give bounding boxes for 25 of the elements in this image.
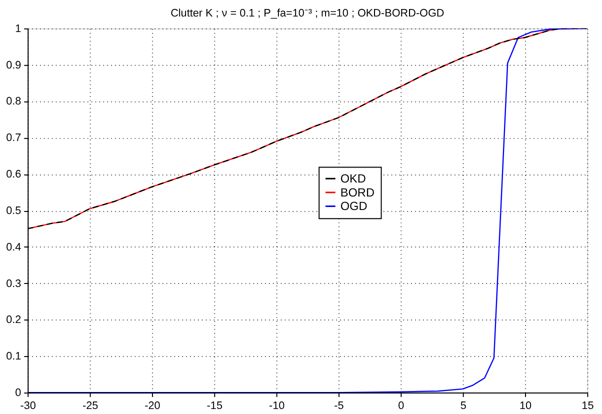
legend-label: BORD (340, 185, 375, 200)
y-tick-label: 0.9 (6, 59, 22, 72)
y-tick-label: 0.1 (6, 350, 22, 363)
x-tick-label: -30 (20, 400, 36, 412)
y-tick-label: 0.2 (6, 314, 22, 326)
x-tick-label: -5 (334, 400, 344, 412)
x-tick-label: -15 (206, 400, 222, 412)
y-tick-label: 0.8 (6, 96, 22, 108)
y-tick-label: 0.4 (6, 241, 22, 254)
x-tick-label: 0 (398, 400, 404, 412)
y-tick-label: 0.6 (6, 168, 22, 181)
x-tick-label: -25 (82, 400, 98, 412)
legend-label: OGD (340, 199, 368, 214)
x-tick-label: -20 (144, 400, 160, 412)
legend-label: OKD (340, 172, 366, 186)
x-tick-label: -10 (268, 400, 285, 412)
y-tick-label: 0.5 (6, 204, 22, 217)
x-tick-label: 5 (460, 400, 466, 412)
y-tick-label: 0.7 (6, 132, 22, 144)
x-tick-label: 10 (519, 400, 532, 412)
x-tick-label: 15 (582, 400, 594, 412)
y-tick-label: 0.3 (6, 278, 22, 290)
chart-title: Clutter K ; ν = 0.1 ; P_fa=10⁻³ ; m=10 ; OKD-BORD-OGD (170, 8, 444, 20)
y-tick-label: 1 (15, 22, 22, 35)
y-tick-label: 0 (15, 387, 22, 400)
